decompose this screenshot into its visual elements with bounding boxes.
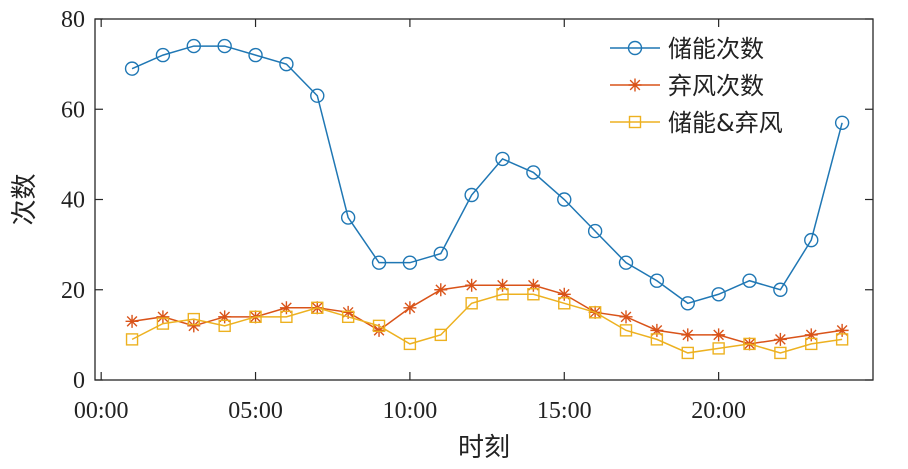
data-point bbox=[125, 314, 139, 328]
data-point bbox=[680, 296, 695, 311]
data-point bbox=[248, 47, 263, 63]
series-1 bbox=[124, 38, 850, 311]
data-point bbox=[835, 333, 849, 346]
data-point bbox=[588, 306, 602, 319]
data-point bbox=[681, 346, 694, 360]
data-point bbox=[434, 328, 447, 342]
legend-entry: 储能次数 bbox=[610, 35, 764, 63]
data-point bbox=[434, 283, 448, 297]
series-3 bbox=[125, 288, 849, 360]
data-point bbox=[804, 328, 818, 342]
series-line bbox=[131, 45, 843, 305]
y-tick-label: 0 bbox=[73, 368, 85, 394]
y-tick-label: 20 bbox=[61, 278, 85, 304]
data-point bbox=[279, 56, 294, 72]
x-tick-label: 10:00 bbox=[383, 398, 438, 424]
data-point bbox=[711, 287, 726, 302]
data-point bbox=[249, 310, 262, 324]
data-point bbox=[774, 346, 787, 360]
legend-entry: 弃风次数 bbox=[610, 72, 764, 100]
series-line bbox=[131, 284, 843, 345]
data-point bbox=[280, 310, 293, 324]
data-point bbox=[403, 337, 417, 351]
data-point bbox=[187, 319, 201, 333]
data-point bbox=[773, 282, 788, 297]
data-point bbox=[433, 246, 448, 261]
data-point bbox=[743, 337, 756, 351]
data-point bbox=[618, 255, 634, 270]
x-tick-label: 00:00 bbox=[74, 398, 129, 424]
data-point bbox=[465, 278, 479, 292]
data-point bbox=[834, 115, 850, 130]
data-point bbox=[557, 287, 571, 301]
data-point bbox=[372, 323, 386, 337]
data-point bbox=[125, 333, 139, 346]
data-point bbox=[557, 192, 572, 207]
data-point bbox=[712, 328, 726, 342]
y-tick-label: 80 bbox=[61, 7, 85, 33]
legend-entry: 储能&弃风 bbox=[610, 109, 783, 137]
data-point bbox=[495, 151, 510, 167]
data-point bbox=[218, 319, 231, 333]
data-point bbox=[311, 301, 324, 314]
data-point bbox=[650, 333, 664, 346]
data-point bbox=[155, 47, 171, 63]
data-point bbox=[496, 278, 510, 292]
data-point bbox=[124, 61, 140, 76]
series-2 bbox=[125, 278, 849, 351]
data-point bbox=[341, 305, 355, 319]
data-point bbox=[742, 273, 757, 288]
data-point bbox=[341, 310, 355, 324]
data-point bbox=[558, 297, 571, 310]
data-point bbox=[619, 324, 633, 337]
data-point bbox=[805, 337, 818, 351]
data-point bbox=[371, 255, 387, 270]
data-point bbox=[619, 310, 633, 324]
data-point bbox=[156, 317, 170, 330]
x-tick-label: 15:00 bbox=[537, 398, 592, 424]
legend-marker bbox=[628, 115, 642, 129]
data-point bbox=[402, 255, 418, 270]
legend-label: 储能&弃风 bbox=[668, 109, 783, 137]
data-point bbox=[681, 328, 695, 342]
data-point bbox=[465, 297, 478, 310]
data-point bbox=[773, 332, 787, 346]
series-line bbox=[131, 293, 843, 354]
data-point bbox=[372, 319, 386, 333]
data-point bbox=[804, 232, 819, 248]
legend-label: 储能次数 bbox=[668, 35, 764, 63]
y-tick-label: 60 bbox=[61, 97, 85, 123]
legend-label: 弃风次数 bbox=[668, 72, 764, 100]
data-point bbox=[587, 223, 603, 239]
data-point bbox=[217, 38, 232, 54]
data-point bbox=[526, 165, 541, 180]
data-point bbox=[403, 301, 417, 315]
data-point bbox=[279, 301, 293, 315]
data-point bbox=[649, 273, 665, 288]
data-point bbox=[218, 310, 232, 324]
data-point bbox=[156, 310, 170, 324]
data-point bbox=[526, 278, 540, 292]
y-tick-label: 40 bbox=[61, 188, 85, 214]
y-axis-title: 次数 bbox=[10, 173, 40, 225]
x-tick-label: 20:00 bbox=[691, 398, 746, 424]
data-point bbox=[186, 38, 201, 54]
x-axis-title: 时刻 bbox=[458, 433, 510, 463]
data-point bbox=[835, 323, 849, 337]
data-point bbox=[527, 288, 540, 301]
data-point bbox=[496, 288, 509, 301]
data-point bbox=[712, 342, 725, 355]
data-point bbox=[464, 187, 479, 203]
legend-marker bbox=[628, 78, 642, 92]
data-point bbox=[187, 312, 200, 326]
data-point bbox=[340, 210, 356, 225]
x-tick-label: 05:00 bbox=[228, 398, 283, 424]
data-point bbox=[310, 88, 325, 103]
legend-marker bbox=[627, 40, 643, 56]
data-point bbox=[650, 323, 664, 337]
